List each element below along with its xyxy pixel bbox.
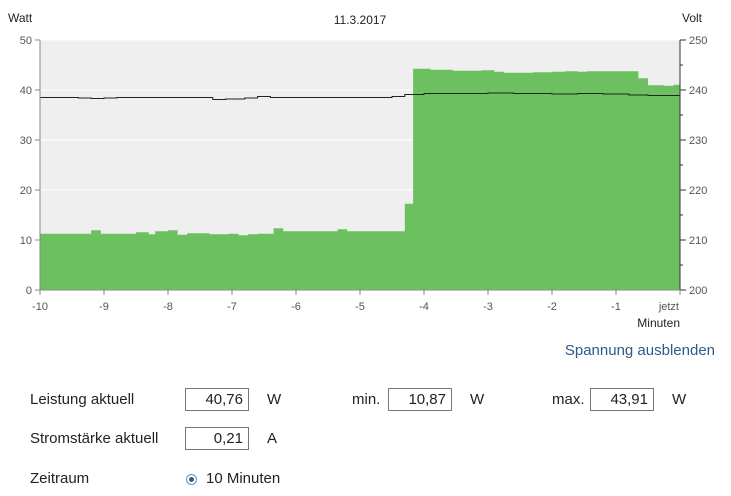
- power-label: Leistung aktuell: [30, 391, 135, 408]
- right-tick-label-2: 220: [689, 185, 707, 197]
- voltage-point-2: [90, 98, 92, 99]
- period-option-label[interactable]: 10 Minuten: [206, 470, 281, 487]
- left-tick-label-5: 50: [20, 35, 32, 47]
- max-label: max.: [552, 391, 585, 408]
- x-tick-label-8: -2: [547, 301, 557, 313]
- right-tick-label-3: 230: [689, 135, 707, 147]
- x-tick-label-2: -8: [163, 301, 173, 313]
- voltage-point-11: [314, 97, 316, 98]
- x-tick-label-3: -7: [227, 301, 237, 313]
- voltage-point-25: [647, 95, 649, 96]
- voltage-point-14: [391, 96, 393, 97]
- power-value-field[interactable]: 40,76: [185, 388, 249, 411]
- left-tick-label-3: 30: [20, 135, 32, 147]
- voltage-point-24: [628, 94, 630, 96]
- max-unit: W: [672, 391, 687, 408]
- power-chart: 0 10 20 30 40 50 200 210 220 230 240 250 -10 -9 -8 -7 -6…: [8, 11, 708, 330]
- voltage-point-7: [225, 98, 227, 100]
- left-axis-title: Watt: [8, 11, 33, 25]
- x-tick-label-5: -5: [355, 301, 365, 313]
- x-tick-label-1: -9: [99, 301, 109, 313]
- current-value-field[interactable]: 0,21: [185, 427, 249, 450]
- max-value-field[interactable]: 43,91: [590, 388, 654, 411]
- chart-title: 11.3.2017: [334, 13, 387, 27]
- voltage-point-13: [359, 97, 361, 98]
- left-tick-label-2: 20: [20, 185, 32, 197]
- toggle-voltage-link[interactable]: Spannung ausblenden: [564, 342, 715, 359]
- min-unit: W: [470, 391, 485, 408]
- voltage-point-15: [404, 94, 406, 95]
- right-tick-label-1: 210: [689, 235, 707, 247]
- voltage-point-19: [513, 93, 515, 94]
- current-unit: A: [267, 430, 278, 447]
- left-tick-label-0: 0: [26, 285, 32, 297]
- x-tick-label-10: jetzt: [658, 301, 679, 313]
- voltage-point-1: [77, 97, 79, 99]
- min-label: min.: [352, 391, 381, 408]
- right-tick-label-0: 200: [689, 285, 707, 297]
- x-tick-label-7: -3: [483, 301, 493, 313]
- current-label: Stromstärke aktuell: [30, 430, 159, 447]
- x-tick-label-4: -6: [291, 301, 301, 313]
- right-tick-label-4: 240: [689, 85, 707, 97]
- period-label: Zeitraum: [30, 470, 90, 487]
- voltage-point-23: [602, 93, 604, 95]
- x-axis-title: Minuten: [637, 316, 680, 330]
- power-series: [40, 68, 680, 290]
- x-tick-label-6: -4: [419, 301, 429, 313]
- right-tick-label-5: 250: [689, 35, 707, 47]
- voltage-point-8: [244, 97, 246, 99]
- left-tick-label-1: 10: [20, 235, 32, 247]
- voltage-point-17: [455, 93, 457, 94]
- voltage-point-3: [103, 97, 105, 99]
- power-area: [40, 69, 680, 290]
- voltage-point-18: [487, 92, 489, 94]
- x-tick-label-0: -10: [32, 301, 48, 313]
- voltage-point-12: [333, 97, 335, 98]
- left-tick-label-4: 40: [20, 85, 32, 97]
- voltage-point-16: [423, 93, 425, 94]
- power-unit: W: [267, 391, 282, 408]
- voltage-point-9: [257, 96, 259, 97]
- voltage-point-10: [269, 97, 271, 98]
- voltage-point-22: [577, 93, 579, 94]
- voltage-point-5: [167, 97, 169, 98]
- voltage-point-4: [116, 97, 118, 98]
- x-tick-label-9: -1: [611, 301, 621, 313]
- voltage-point-20: [525, 93, 527, 94]
- voltage-point-21: [551, 93, 553, 95]
- voltage-point-6: [212, 99, 214, 100]
- right-axis-title: Volt: [682, 11, 703, 25]
- period-radio[interactable]: [186, 474, 197, 485]
- axes: 0 10 20 30 40 50 200 210 220 230 240 250 -10 -9 -8 -7 -6…: [20, 35, 708, 313]
- min-value-field[interactable]: 10,87: [388, 388, 452, 411]
